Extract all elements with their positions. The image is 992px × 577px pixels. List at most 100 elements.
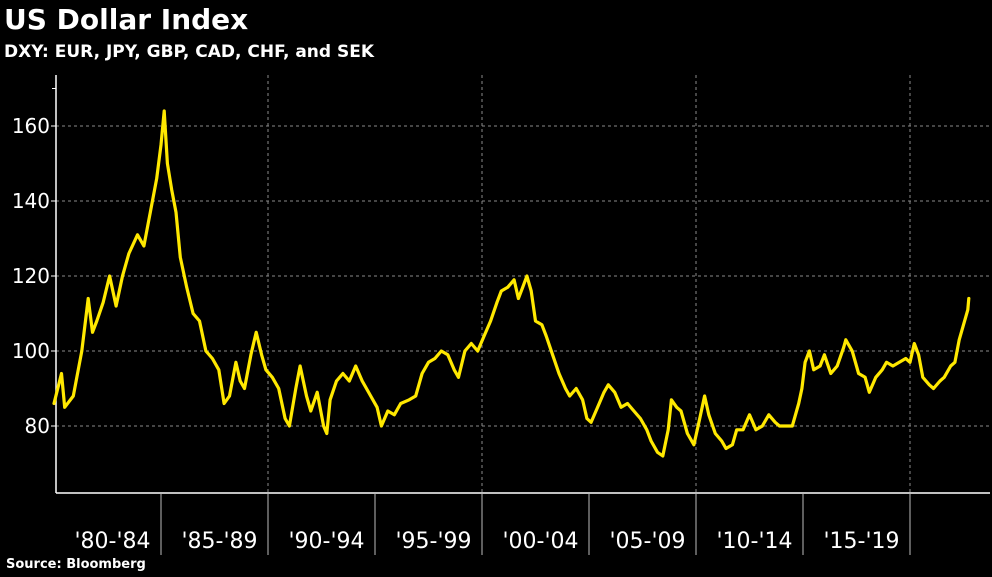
dxy-data-point — [322, 424, 325, 428]
y-tick-label: 120 — [12, 264, 50, 288]
dxy-data-point — [91, 330, 94, 334]
dxy-data-point — [679, 409, 683, 413]
dxy-data-point — [784, 424, 788, 428]
dxy-data-point — [938, 379, 942, 383]
dxy-data-point — [942, 375, 946, 379]
dxy-data-point — [166, 162, 169, 165]
dxy-data-point — [108, 274, 111, 278]
dxy-data-point — [812, 368, 815, 372]
dxy-data-point — [797, 402, 801, 405]
dxy-data-point — [198, 319, 201, 323]
dxy-data-point — [325, 432, 329, 435]
dxy-data-point — [142, 244, 146, 248]
dxy-data-point — [966, 308, 970, 312]
dxy-data-point — [696, 424, 700, 428]
dxy-data-point — [818, 364, 822, 368]
dxy-data-point — [932, 387, 935, 390]
dxy-data-point — [857, 372, 860, 375]
dxy-data-point — [506, 285, 509, 289]
dxy-data-point — [178, 255, 182, 259]
dxy-data-point — [470, 342, 473, 345]
dxy-data-point — [773, 420, 777, 424]
dxy-data-point — [639, 417, 642, 420]
y-tick-label: 80 — [25, 414, 50, 438]
dxy-data-point — [264, 368, 268, 372]
dxy-data-point — [222, 402, 226, 405]
dxy-data-point — [238, 379, 242, 383]
dxy-data-point — [731, 443, 734, 447]
dxy-data-point — [407, 398, 411, 402]
dxy-data-point — [452, 368, 456, 372]
dxy-data-point — [808, 349, 811, 353]
dxy-data-point — [228, 394, 231, 398]
dxy-data-point — [309, 409, 313, 413]
dxy-data-point — [803, 360, 807, 364]
dxy-data-point — [170, 188, 173, 192]
dxy-data-point — [967, 297, 971, 300]
dxy-data-point — [420, 372, 424, 375]
dxy-data-point — [823, 353, 826, 357]
dxy-data-point — [921, 375, 925, 379]
dxy-data-point — [149, 210, 152, 214]
dxy-data-point — [675, 405, 679, 409]
dxy-data-point — [360, 379, 364, 383]
dxy-data-point — [908, 360, 912, 364]
dxy-data-point — [433, 357, 437, 360]
dxy-data-point — [574, 387, 578, 390]
dxy-data-point — [482, 334, 486, 338]
dxy-data-point — [211, 357, 214, 360]
dxy-data-point — [529, 289, 533, 293]
dxy-data-point — [217, 368, 221, 372]
y-tick-label: 100 — [12, 339, 50, 363]
dxy-data-point — [581, 398, 584, 402]
x-tick-label: '90-'94 — [288, 529, 364, 554]
dxy-data-point — [440, 349, 443, 353]
dxy-data-point — [499, 289, 503, 293]
x-tick-label: '05-'09 — [609, 529, 685, 554]
dxy-data-point — [71, 394, 75, 398]
dxy-data-point — [162, 109, 166, 113]
dxy-data-point — [476, 349, 480, 353]
dxy-data-point — [754, 428, 758, 432]
x-tick-label: '15-'19 — [823, 529, 899, 554]
dxy-data-point — [315, 390, 319, 394]
dxy-data-point — [457, 375, 460, 379]
x-tick-label: '10-'14 — [716, 529, 792, 554]
chart-subtitle: DXY: EUR, JPY, GBP, CAD, CHF, and SEK — [4, 42, 375, 62]
dxy-data-point — [692, 443, 696, 447]
x-tick-label: '80-'84 — [74, 529, 150, 554]
dxy-data-point — [136, 233, 139, 237]
dxy-data-point — [829, 372, 833, 375]
dxy-data-point — [204, 349, 208, 353]
dxy-data-point — [613, 390, 616, 394]
dxy-series-line — [52, 109, 971, 458]
dxy-data-point — [707, 413, 711, 417]
dxy-data-point — [101, 300, 105, 304]
dxy-data-point — [380, 424, 383, 428]
dxy-data-point — [741, 428, 745, 432]
x-tick-label: '00-'04 — [502, 529, 578, 554]
dxy-data-point — [185, 285, 188, 289]
dxy-data-point — [243, 387, 246, 390]
dxy-data-point — [656, 450, 659, 454]
dxy-data-point — [305, 394, 308, 398]
dxy-data-point — [288, 424, 291, 428]
dxy-data-point — [619, 405, 623, 409]
dxy-data-point — [249, 353, 253, 357]
dxy-data-point — [912, 342, 916, 345]
dxy-data-point — [962, 323, 965, 327]
dxy-data-point — [735, 428, 738, 432]
dxy-data-point — [761, 424, 764, 428]
dxy-data-point — [512, 278, 516, 282]
dxy-data-point — [86, 297, 90, 300]
dxy-data-point — [521, 285, 524, 289]
dxy-data-point — [800, 387, 804, 390]
dxy-data-point — [917, 353, 920, 357]
dxy-data-point — [348, 379, 351, 383]
dxy-data-point — [868, 390, 871, 394]
dxy-data-point — [121, 274, 124, 278]
dxy-data-point — [645, 428, 649, 432]
dxy-data-point — [60, 372, 63, 375]
dxy-data-point — [260, 353, 263, 357]
